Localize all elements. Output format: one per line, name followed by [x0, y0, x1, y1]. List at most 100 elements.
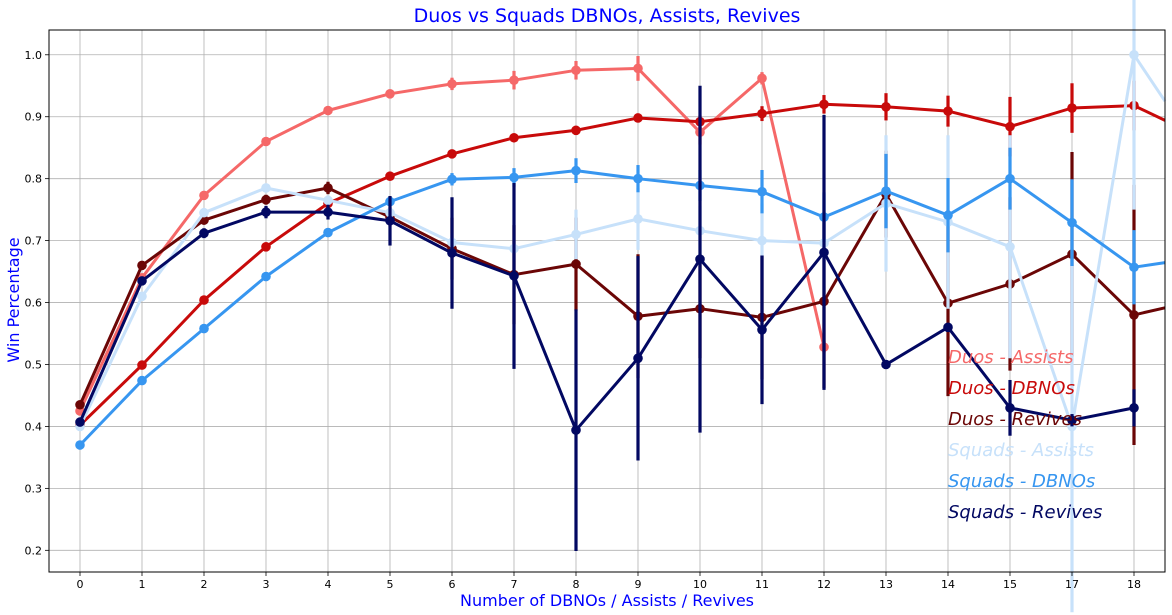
- data-point: [633, 353, 643, 364]
- data-point: [447, 248, 457, 258]
- data-point: [323, 207, 333, 217]
- data-point: [633, 63, 643, 74]
- x-tick-label: 9: [635, 578, 642, 591]
- data-point: [509, 75, 519, 85]
- data-point: [509, 132, 519, 143]
- legend-entry: Duos - Revives: [948, 409, 1082, 430]
- data-point: [199, 190, 209, 201]
- x-tick-label: 18: [1127, 578, 1141, 591]
- data-point: [385, 89, 395, 99]
- data-point: [757, 186, 767, 197]
- data-point: [571, 229, 581, 240]
- legend-entry: Squads - DBNOs: [948, 471, 1095, 492]
- data-point: [199, 207, 209, 218]
- data-point: [943, 106, 953, 116]
- data-point: [571, 259, 581, 269]
- data-point: [1005, 242, 1015, 252]
- legend-entry: Squads - Revives: [948, 502, 1102, 523]
- data-point: [261, 242, 271, 252]
- series-line: [78, 169, 1166, 447]
- data-point: [757, 325, 767, 335]
- x-tick-label: 11: [755, 578, 769, 591]
- x-tick-label: 6: [449, 578, 456, 591]
- data-point: [75, 399, 85, 410]
- data-point: [323, 183, 333, 193]
- legend-entry: Squads - Assists: [948, 440, 1094, 461]
- data-point: [199, 323, 209, 334]
- y-tick-label: 0.2: [25, 544, 43, 557]
- data-point: [261, 194, 271, 205]
- y-tick-label: 0.4: [25, 420, 43, 433]
- x-tick-label: 2: [201, 578, 208, 591]
- x-ticks: 0 1 2 3 4 5 6 7 8 9 10 11 12 13 14 15 17 18: [77, 572, 1141, 591]
- y-tick-label: 0.8: [25, 173, 43, 186]
- data-point: [1129, 403, 1139, 413]
- x-tick-label: 0: [77, 578, 84, 591]
- data-point: [943, 322, 953, 333]
- x-tick-label: 1: [139, 578, 146, 591]
- y-axis-label: Win Percentage: [4, 237, 23, 362]
- y-tick-label: 0.3: [25, 482, 43, 495]
- data-point: [323, 227, 333, 238]
- legend-entry: Duos - DBNOs: [948, 378, 1075, 399]
- series-squads-revives: [75, 85, 1139, 551]
- data-point: [75, 440, 85, 450]
- data-point: [137, 260, 147, 271]
- data-point: [1129, 310, 1139, 320]
- x-tick-label: 10: [693, 578, 707, 591]
- legend: Duos - Assists Duos - DBNOs Duos - Revives…: [948, 347, 1102, 523]
- chart-title: Duos vs Squads DBNOs, Assists, Revives: [414, 5, 801, 27]
- data-point: [633, 173, 643, 184]
- y-tick-label: 0.9: [25, 111, 43, 124]
- data-point: [1067, 217, 1077, 228]
- data-point: [385, 215, 395, 226]
- data-point: [261, 183, 271, 193]
- data-point: [757, 73, 767, 84]
- data-point: [447, 149, 457, 159]
- data-point: [137, 360, 147, 370]
- data-point: [199, 295, 209, 305]
- data-point: [1005, 121, 1015, 132]
- x-tick-label: 15: [1003, 578, 1017, 591]
- data-point: [819, 99, 829, 110]
- x-axis-label: Number of DBNOs / Assists / Revives: [460, 591, 754, 610]
- data-point: [199, 228, 209, 238]
- y-tick-label: 0.7: [25, 235, 43, 248]
- data-point: [137, 276, 147, 286]
- data-point: [571, 65, 581, 76]
- data-point: [571, 425, 581, 435]
- series-squads-dbnos: [75, 147, 1166, 450]
- y-tick-label: 0.6: [25, 297, 43, 310]
- data-point: [447, 79, 457, 89]
- x-tick-label: 7: [511, 578, 518, 591]
- data-point: [881, 186, 891, 196]
- y-ticks: 0.2 0.3 0.4 0.5 0.6 0.7 0.8 0.9 1.0: [25, 49, 49, 557]
- x-tick-label: 17: [1065, 578, 1079, 591]
- data-point: [943, 210, 953, 221]
- data-point: [323, 195, 333, 206]
- x-tick-label: 8: [573, 578, 580, 591]
- data-point: [385, 171, 395, 181]
- data-point: [757, 235, 767, 246]
- y-tick-label: 0.5: [25, 358, 43, 371]
- data-point: [1067, 415, 1077, 426]
- series-line: [78, 210, 1135, 432]
- data-point: [509, 172, 519, 183]
- data-point: [1129, 262, 1139, 273]
- data-point: [1005, 173, 1015, 184]
- x-tick-label: 12: [817, 578, 831, 591]
- data-point: [137, 291, 147, 302]
- data-point: [1005, 403, 1015, 413]
- data-point: [447, 174, 457, 185]
- x-tick-label: 14: [941, 578, 955, 591]
- data-point: [137, 375, 147, 386]
- x-tick-label: 3: [263, 578, 270, 591]
- legend-entry: Duos - Assists: [948, 347, 1073, 368]
- data-point: [1067, 103, 1077, 113]
- y-tick-label: 1.0: [25, 49, 43, 62]
- data-point: [757, 108, 767, 119]
- data-point: [261, 136, 271, 147]
- data-point: [509, 271, 519, 281]
- data-point: [881, 359, 891, 370]
